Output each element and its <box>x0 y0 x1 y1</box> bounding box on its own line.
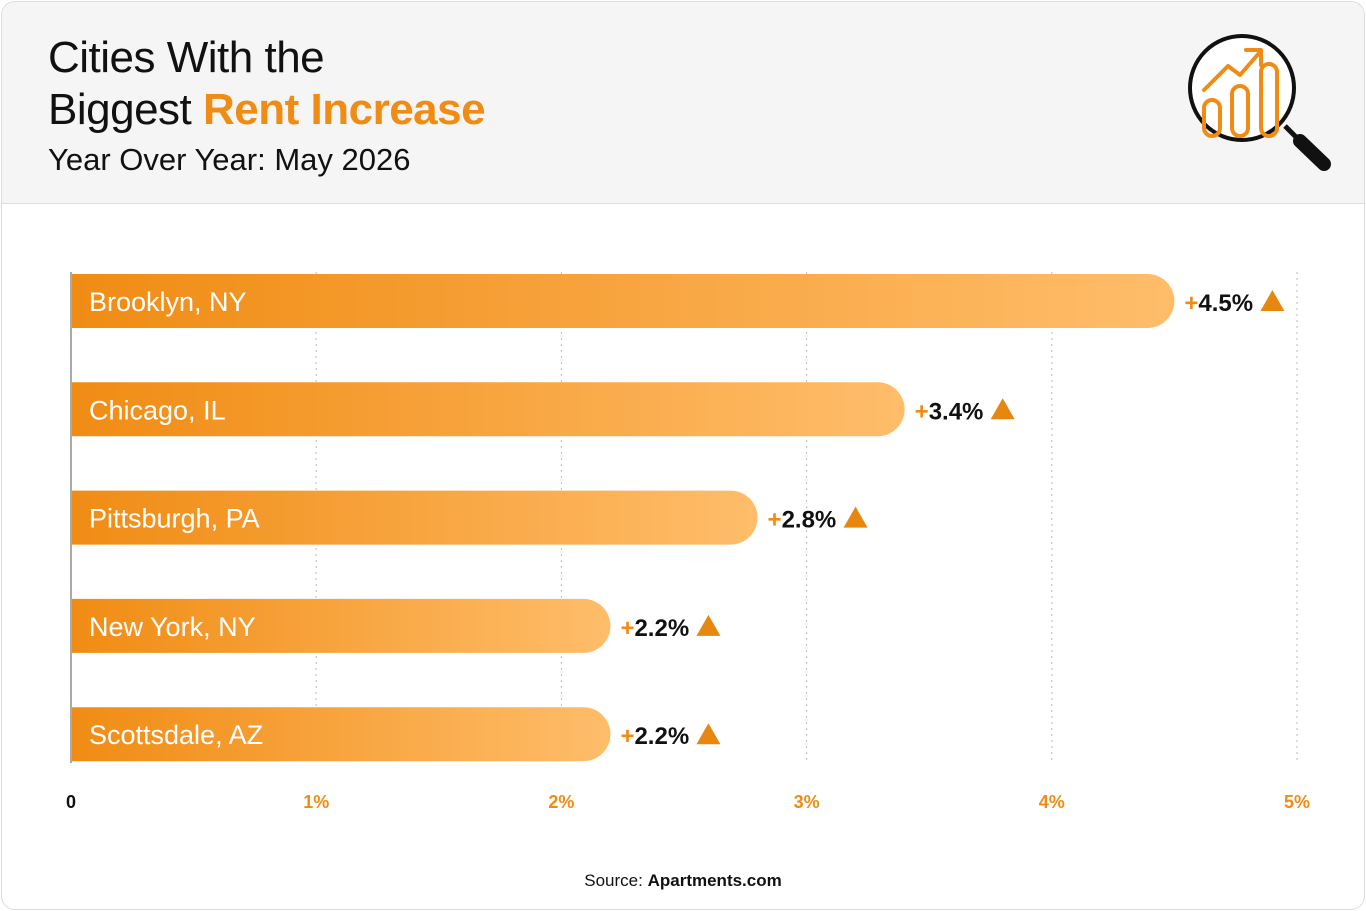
source-name: Apartments.com <box>647 871 782 890</box>
title-accent: Rent Increase <box>203 85 486 134</box>
bar-group: Scottsdale, AZ +2.2% <box>71 707 721 762</box>
increase-arrow-icon <box>843 506 868 528</box>
bar <box>71 382 905 437</box>
bar-value-label: +2.8% <box>768 507 837 534</box>
magnifier-growth-chart-icon <box>1188 34 1331 171</box>
bar-group: Pittsburgh, PA +2.8% <box>71 490 868 545</box>
bars: Brooklyn, NY +4.5% Chicago, IL +3.4% Pittsbu… <box>71 274 1285 762</box>
title-line-2-prefix: Biggest <box>48 85 192 134</box>
bar-value-label: +2.2% <box>620 615 689 642</box>
bar-category-label: Pittsburgh, PA <box>89 504 260 534</box>
bar-category-label: New York, NY <box>89 612 256 642</box>
increase-arrow-icon <box>1260 290 1285 311</box>
bar-chart: Brooklyn, NY +4.5% Chicago, IL +3.4% Pittsbu… <box>66 272 1310 812</box>
bar <box>71 490 758 545</box>
x-tick-label: 5% <box>1284 792 1310 812</box>
bar <box>71 707 611 762</box>
x-tick-label: 3% <box>794 792 820 812</box>
bar <box>71 274 1175 328</box>
bar-value-label: +4.5% <box>1184 290 1253 317</box>
x-axis-ticks: 0 1% 2% 3% 4% 5% <box>66 792 1310 812</box>
source-label: Source: <box>584 871 643 890</box>
x-tick-label: 4% <box>1039 792 1065 812</box>
x-tick-label: 1% <box>303 792 329 812</box>
chart-title: Cities With the Biggest Rent Increase <box>48 32 486 136</box>
chart-header: Cities With the Biggest Rent Increase Ye… <box>2 2 1364 204</box>
increase-arrow-icon <box>696 723 721 745</box>
x-tick-label: 0 <box>66 792 76 812</box>
increase-arrow-icon <box>990 398 1015 420</box>
bar-category-label: Scottsdale, AZ <box>89 720 263 750</box>
bar-group: Brooklyn, NY +4.5% <box>71 274 1285 328</box>
title-line-1: Cities With the <box>48 33 325 82</box>
bar-group: Chicago, IL +3.4% <box>71 382 1015 437</box>
bar-category-label: Brooklyn, NY <box>89 287 247 317</box>
bar-category-label: Chicago, IL <box>89 395 226 425</box>
source-note: Source: Apartments.com <box>2 871 1364 891</box>
grid-lines <box>315 272 1298 763</box>
bar-value-label: +2.2% <box>620 723 689 750</box>
bar-value-label: +3.4% <box>915 398 984 425</box>
title-line-2: Biggest Rent Increase <box>48 84 486 136</box>
x-tick-label: 2% <box>548 792 574 812</box>
increase-arrow-icon <box>696 614 721 636</box>
bar-group: New York, NY +2.2% <box>71 598 721 653</box>
chart-subtitle: Year Over Year: May 2026 <box>48 142 411 177</box>
bar <box>71 598 611 653</box>
